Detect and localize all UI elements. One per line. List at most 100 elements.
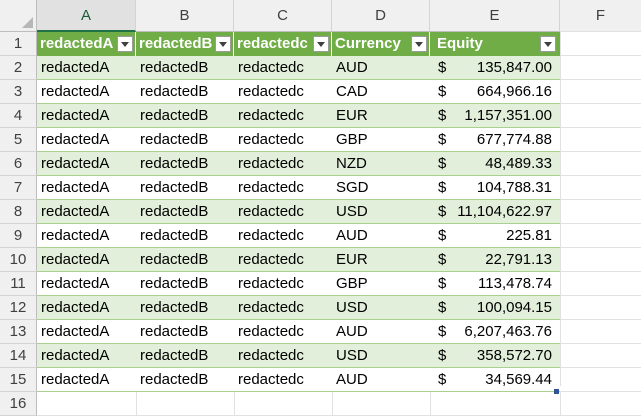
cell-e[interactable]: $113,478.74 — [430, 272, 560, 296]
cell-d[interactable]: EUR — [332, 248, 430, 272]
cell-d[interactable]: USD — [332, 296, 430, 320]
cell-e[interactable]: $100,094.15 — [430, 296, 560, 320]
cell-e[interactable]: $135,847.00 — [430, 56, 560, 80]
column-header-c[interactable]: C — [234, 0, 332, 32]
cell-b[interactable]: redactedB — [136, 176, 234, 200]
cell-e[interactable]: $22,791.13 — [430, 248, 560, 272]
row-header[interactable]: 13 — [0, 320, 37, 344]
cell-d[interactable]: GBP — [332, 272, 430, 296]
column-header-f[interactable]: F — [560, 0, 641, 32]
cell-d[interactable]: EUR — [332, 104, 430, 128]
cell-a[interactable]: redactedA — [37, 320, 136, 344]
cell-b[interactable]: redactedB — [136, 368, 234, 392]
row-header[interactable]: 12 — [0, 296, 37, 320]
cell-d[interactable]: SGD — [332, 176, 430, 200]
cell-e[interactable]: $1,157,351.00 — [430, 104, 560, 128]
column-header-a[interactable]: A — [37, 0, 136, 32]
cell-b[interactable]: redactedB — [136, 200, 234, 224]
cell-b[interactable]: redactedB — [136, 224, 234, 248]
header-cell-a[interactable]: redactedA — [37, 32, 136, 56]
row-header[interactable]: 14 — [0, 344, 37, 368]
cell-c[interactable]: redactedc — [234, 248, 332, 272]
cell-c[interactable]: redactedc — [234, 176, 332, 200]
cell-d[interactable]: USD — [332, 344, 430, 368]
cell-e[interactable]: $6,207,463.76 — [430, 320, 560, 344]
header-cell-d[interactable]: Currency — [332, 32, 430, 56]
header-cell-c[interactable]: redactedc — [234, 32, 332, 56]
cell-b[interactable]: redactedB — [136, 320, 234, 344]
cell-c[interactable]: redactedc — [234, 344, 332, 368]
cell-e[interactable]: $104,788.31 — [430, 176, 560, 200]
cell-e[interactable]: $225.81 — [430, 224, 560, 248]
cell-b[interactable]: redactedB — [136, 152, 234, 176]
cell-c[interactable]: redactedc — [234, 152, 332, 176]
cell-b[interactable]: redactedB — [136, 104, 234, 128]
row-header[interactable]: 6 — [0, 152, 37, 176]
row-header[interactable]: 16 — [0, 392, 37, 416]
cell-d[interactable]: GBP — [332, 128, 430, 152]
cell-a[interactable]: redactedA — [37, 56, 136, 80]
cell-a[interactable]: redactedA — [37, 296, 136, 320]
cell-b[interactable]: redactedB — [136, 344, 234, 368]
cell-b[interactable]: redactedB — [136, 80, 234, 104]
cell-d[interactable]: NZD — [332, 152, 430, 176]
select-all-button[interactable] — [0, 0, 37, 32]
row-header[interactable]: 5 — [0, 128, 37, 152]
filter-dropdown-icon[interactable] — [411, 36, 427, 52]
cell-e[interactable]: $358,572.70 — [430, 344, 560, 368]
cell-b[interactable]: redactedB — [136, 272, 234, 296]
cell-c[interactable]: redactedc — [234, 224, 332, 248]
column-header-e[interactable]: E — [430, 0, 560, 32]
filter-dropdown-icon[interactable] — [313, 36, 329, 52]
cell-b[interactable]: redactedB — [136, 56, 234, 80]
filter-dropdown-icon[interactable] — [540, 36, 556, 52]
cell-a[interactable]: redactedA — [37, 224, 136, 248]
cell-a[interactable]: redactedA — [37, 104, 136, 128]
header-cell-e[interactable]: Equity — [430, 32, 560, 56]
cell-d[interactable]: AUD — [332, 368, 430, 392]
cell-a[interactable]: redactedA — [37, 152, 136, 176]
cell-b[interactable]: redactedB — [136, 296, 234, 320]
cell-d[interactable]: CAD — [332, 80, 430, 104]
cell-c[interactable]: redactedc — [234, 320, 332, 344]
row-header[interactable]: 9 — [0, 224, 37, 248]
cell-d[interactable]: AUD — [332, 224, 430, 248]
cell-b[interactable]: redactedB — [136, 128, 234, 152]
cell-a[interactable]: redactedA — [37, 248, 136, 272]
header-cell-b[interactable]: redactedB — [136, 32, 234, 56]
cell-c[interactable]: redactedc — [234, 296, 332, 320]
cell-e[interactable]: $677,774.88 — [430, 128, 560, 152]
filter-dropdown-icon[interactable] — [117, 36, 133, 52]
cell-c[interactable]: redactedc — [234, 104, 332, 128]
row-header[interactable]: 3 — [0, 80, 37, 104]
cell-c[interactable]: redactedc — [234, 128, 332, 152]
row-header[interactable]: 10 — [0, 248, 37, 272]
filter-dropdown-icon[interactable] — [215, 36, 231, 52]
cell-d[interactable]: AUD — [332, 320, 430, 344]
cell-a[interactable]: redactedA — [37, 128, 136, 152]
cell-a[interactable]: redactedA — [37, 344, 136, 368]
cell-e[interactable]: $48,489.33 — [430, 152, 560, 176]
row-header[interactable]: 11 — [0, 272, 37, 296]
row-header[interactable]: 2 — [0, 56, 37, 80]
cell-a[interactable]: redactedA — [37, 80, 136, 104]
cell-b[interactable]: redactedB — [136, 248, 234, 272]
row-header[interactable]: 1 — [0, 32, 37, 56]
cell-e[interactable]: $664,966.16 — [430, 80, 560, 104]
cell-c[interactable]: redactedc — [234, 368, 332, 392]
cell-a[interactable]: redactedA — [37, 368, 136, 392]
cell-a[interactable]: redactedA — [37, 176, 136, 200]
cell-c[interactable]: redactedc — [234, 56, 332, 80]
column-header-b[interactable]: B — [136, 0, 234, 32]
table-resize-handle[interactable] — [554, 389, 559, 394]
cell-c[interactable]: redactedc — [234, 200, 332, 224]
row-header[interactable]: 4 — [0, 104, 37, 128]
cell-c[interactable]: redactedc — [234, 272, 332, 296]
cell-a[interactable]: redactedA — [37, 272, 136, 296]
column-header-d[interactable]: D — [332, 0, 430, 32]
row-header[interactable]: 8 — [0, 200, 37, 224]
cell-e[interactable]: $11,104,622.97 — [430, 200, 560, 224]
cell-a[interactable]: redactedA — [37, 200, 136, 224]
cell-e[interactable]: $34,569.44 — [430, 368, 560, 392]
